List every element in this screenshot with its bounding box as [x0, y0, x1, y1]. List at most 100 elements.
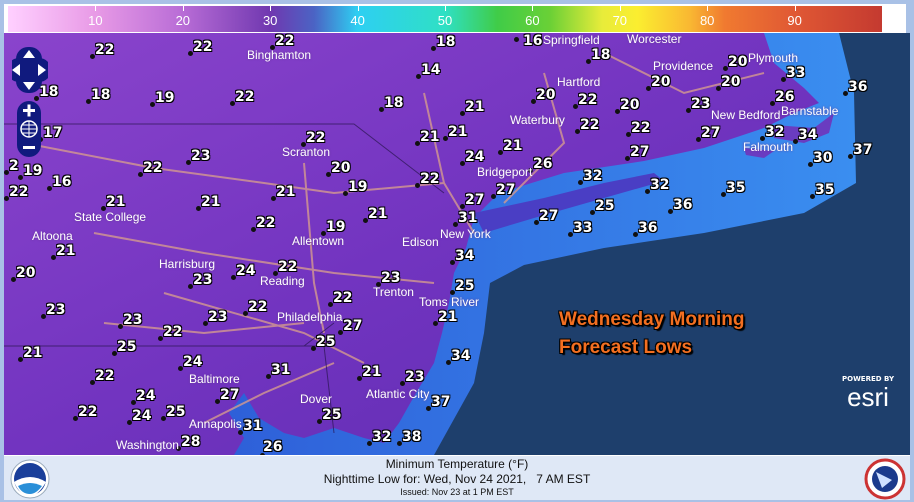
temperature-label[interactable]: 26: [533, 156, 553, 172]
temperature-label[interactable]: 22: [95, 42, 115, 58]
temperature-label[interactable]: 22: [631, 120, 651, 136]
temperature-label[interactable]: 19: [326, 219, 346, 235]
temperature-label[interactable]: 25: [595, 198, 615, 214]
temperature-label[interactable]: 22: [143, 160, 163, 176]
temperature-label[interactable]: 21: [503, 138, 523, 154]
temperature-label[interactable]: 18: [436, 34, 456, 50]
temperature-label[interactable]: 23: [691, 96, 711, 112]
temperature-label[interactable]: 33: [573, 220, 593, 236]
temperature-label[interactable]: 19: [23, 163, 43, 179]
temperature-label[interactable]: 22: [248, 299, 268, 315]
temperature-label[interactable]: 20: [651, 74, 671, 90]
temperature-label[interactable]: 20: [728, 54, 748, 70]
temperature-label[interactable]: 20: [536, 87, 556, 103]
temperature-label[interactable]: 32: [650, 177, 670, 193]
temperature-map[interactable]: 22 22 22 18 16 18 20 33 36 14 18 18 19 22 18 21 17 22 20 20…: [4, 33, 910, 455]
temperature-label[interactable]: 27: [465, 192, 485, 208]
temperature-label[interactable]: 22: [306, 130, 326, 146]
temperature-label[interactable]: 22: [580, 117, 600, 133]
temperature-label[interactable]: 23: [193, 272, 213, 288]
temperature-label[interactable]: 31: [243, 418, 263, 434]
temperature-label[interactable]: 20: [620, 97, 640, 113]
temperature-label[interactable]: 33: [786, 65, 806, 81]
temperature-label[interactable]: 21: [362, 364, 382, 380]
temperature-label[interactable]: 25: [322, 407, 342, 423]
temperature-label[interactable]: 20: [331, 160, 351, 176]
temperature-label[interactable]: 25: [316, 334, 336, 350]
temperature-label[interactable]: 22: [9, 184, 29, 200]
temperature-label[interactable]: 16: [523, 33, 543, 49]
temperature-label[interactable]: 34: [455, 248, 475, 264]
temperature-label[interactable]: 21: [368, 206, 388, 222]
temperature-label[interactable]: 18: [384, 95, 404, 111]
temperature-label[interactable]: 36: [848, 79, 868, 95]
temperature-label[interactable]: 24: [132, 408, 152, 424]
temperature-label[interactable]: 22: [78, 404, 98, 420]
temperature-label[interactable]: 22: [275, 33, 295, 49]
temperature-label[interactable]: 20: [16, 265, 36, 281]
temperature-label[interactable]: 21: [420, 129, 440, 145]
temperature-label[interactable]: 24: [465, 149, 485, 165]
temperature-label[interactable]: 21: [23, 345, 43, 361]
temperature-label[interactable]: 21: [201, 194, 221, 210]
temperature-label[interactable]: 32: [583, 168, 603, 184]
temperature-label[interactable]: 21: [465, 99, 485, 115]
temperature-label[interactable]: 32: [372, 429, 392, 445]
temperature-label[interactable]: 22: [578, 92, 598, 108]
temperature-label[interactable]: 22: [278, 259, 298, 275]
temperature-label[interactable]: 24: [136, 388, 156, 404]
temperature-label[interactable]: 18: [591, 47, 611, 63]
temperature-label[interactable]: 21: [438, 309, 458, 325]
temperature-label[interactable]: 21: [276, 184, 296, 200]
temperature-label[interactable]: 23: [123, 312, 143, 328]
temperature-label[interactable]: 25: [166, 404, 186, 420]
temperature-label[interactable]: 21: [106, 194, 126, 210]
temperature-label[interactable]: 34: [798, 127, 818, 143]
temperature-label[interactable]: 27: [539, 208, 559, 224]
temperature-label[interactable]: 23: [405, 369, 425, 385]
temperature-label[interactable]: 31: [458, 210, 478, 226]
temperature-label[interactable]: 25: [455, 278, 475, 294]
temperature-label[interactable]: 25: [117, 339, 137, 355]
temperature-label[interactable]: 21: [56, 243, 76, 259]
temperature-label[interactable]: 21: [448, 124, 468, 140]
temperature-label[interactable]: 23: [381, 270, 401, 286]
temperature-label[interactable]: 27: [220, 387, 240, 403]
temperature-label[interactable]: 22: [235, 89, 255, 105]
temperature-label[interactable]: 30: [813, 150, 833, 166]
temperature-label[interactable]: 34: [451, 348, 471, 364]
temperature-label[interactable]: 19: [348, 179, 368, 195]
temperature-label[interactable]: 22: [193, 39, 213, 55]
temperature-label[interactable]: 32: [765, 124, 785, 140]
temperature-label[interactable]: 22: [95, 368, 115, 384]
temperature-label[interactable]: 27: [701, 125, 721, 141]
temperature-label[interactable]: 22: [420, 171, 440, 187]
temperature-label[interactable]: 24: [236, 263, 256, 279]
temperature-label[interactable]: 22: [256, 215, 276, 231]
temperature-label[interactable]: 19: [155, 90, 175, 106]
temperature-label[interactable]: 23: [191, 148, 211, 164]
temperature-label[interactable]: 20: [721, 74, 741, 90]
temperature-label[interactable]: 27: [496, 182, 516, 198]
temperature-label[interactable]: 37: [853, 142, 873, 158]
temperature-label[interactable]: 23: [208, 309, 228, 325]
temperature-label[interactable]: 22: [163, 324, 183, 340]
temperature-label[interactable]: 17: [43, 125, 63, 141]
temperature-label[interactable]: 18: [91, 87, 111, 103]
temperature-label[interactable]: 35: [815, 182, 835, 198]
temperature-label[interactable]: 14: [421, 62, 441, 78]
temperature-label[interactable]: 28: [181, 434, 201, 450]
temperature-label[interactable]: 36: [638, 220, 658, 236]
temperature-label[interactable]: 36: [673, 197, 693, 213]
temperature-label[interactable]: 31: [271, 362, 291, 378]
temperature-label[interactable]: 23: [46, 302, 66, 318]
temperature-label[interactable]: 26: [263, 439, 283, 455]
temperature-label[interactable]: 27: [630, 144, 650, 160]
temperature-label[interactable]: 37: [431, 394, 451, 410]
temperature-label[interactable]: 16: [52, 174, 72, 190]
temperature-label[interactable]: 22: [333, 290, 353, 306]
temperature-label[interactable]: 2: [9, 158, 19, 174]
temperature-label[interactable]: 35: [726, 180, 746, 196]
temperature-label[interactable]: 26: [775, 89, 795, 105]
temperature-label[interactable]: 38: [402, 429, 422, 445]
